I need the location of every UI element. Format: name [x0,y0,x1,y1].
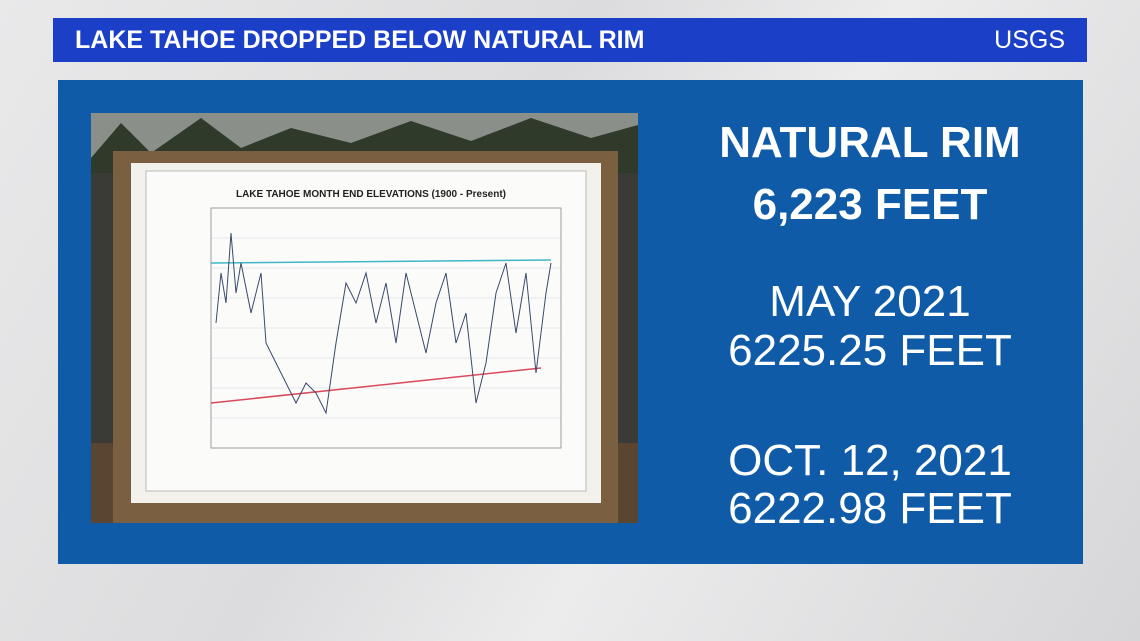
rim-value: 6,223 FEET [752,180,988,229]
header-source: USGS [994,26,1065,54]
header-bar: LAKE TAHOE DROPPED BELOW NATURAL RIM USG… [53,18,1087,62]
oct-value: 6222.98 FEET [728,484,1012,533]
header-title: LAKE TAHOE DROPPED BELOW NATURAL RIM [75,26,645,54]
may-value: 6225.25 FEET [728,326,1012,375]
rim-label: NATURAL RIM [719,118,1021,167]
oct-label: OCT. 12, 2021 [728,436,1012,485]
may-label: MAY 2021 [769,277,971,326]
photo-chart-title: LAKE TAHOE MONTH END ELEVATIONS (1900 - … [236,189,506,200]
photo: LAKE TAHOE MONTH END ELEVATIONS (1900 - … [91,113,638,523]
